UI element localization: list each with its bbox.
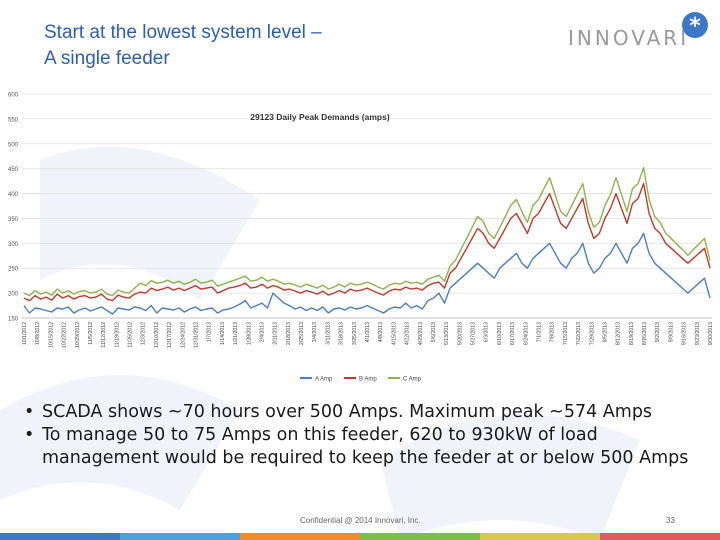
x-tick-label: 2/25/2013 [299, 322, 305, 345]
x-tick-label: 12/24/2012 [180, 322, 186, 348]
x-tick-label: 8/26/2013 [642, 322, 648, 345]
y-tick-label: 550 [8, 117, 19, 123]
x-tick-label: 10/1/2012 [22, 322, 28, 345]
x-tick-label: 5/20/2013 [457, 322, 463, 345]
x-tick-label: 11/26/2012 [128, 322, 134, 348]
x-tick-label: 10/22/2012 [62, 322, 68, 348]
x-axis-ticks: 10/1/2012 10/8/2012 10/15/2012 10/22/2012 10… [22, 322, 714, 348]
legend-label: C Amp [403, 377, 422, 383]
x-tick-label: 10/29/2012 [75, 322, 81, 348]
x-tick-label: 3/4/2013 [312, 322, 318, 342]
x-tick-label: 5/6/2013 [431, 322, 437, 342]
x-tick-label: 9/30/2013 [708, 322, 714, 345]
y-tick-label: 300 [8, 242, 19, 248]
legend-label: A Amp [315, 377, 333, 383]
x-tick-label: 4/22/2013 [405, 322, 411, 345]
x-tick-label: 12/31/2012 [194, 322, 200, 348]
x-tick-label: 1/14/2013 [220, 322, 226, 345]
x-tick-label: 12/17/2012 [167, 322, 173, 348]
y-tick-label: 400 [8, 192, 19, 198]
footer-segment-5 [480, 533, 600, 540]
bullet-item-1: SCADA shows ~70 hours over 500 Amps. Max… [24, 401, 704, 424]
chart-container: 150 200 250 300 350 400 450 500 550 600 10/1/2012… [0, 86, 720, 386]
footer-color-bar [0, 533, 720, 540]
x-tick-label: 7/15/2013 [563, 322, 569, 345]
x-tick-label: 3/25/2013 [352, 322, 358, 345]
slide-title-line1: Start at the lowest system level – [44, 22, 322, 43]
x-tick-label: 2/11/2013 [273, 322, 279, 345]
slide-title-line2: A single feeder [44, 48, 170, 69]
x-tick-label: 9/9/2013 [668, 322, 674, 342]
x-tick-label: 11/19/2012 [114, 322, 120, 348]
y-tick-label: 250 [8, 267, 19, 273]
series-line [23, 182, 711, 302]
x-tick-label: 8/19/2013 [629, 322, 635, 345]
y-tick-label: 200 [8, 292, 19, 298]
x-tick-label: 2/18/2013 [286, 322, 292, 345]
y-tick-label: 350 [8, 217, 19, 223]
footer-segment-3 [240, 533, 360, 540]
footer-segment-1 [0, 533, 120, 540]
x-tick-label: 4/8/2013 [378, 322, 384, 342]
x-tick-label: 3/11/2013 [325, 322, 331, 345]
y-tick-label: 150 [8, 317, 19, 323]
slide-title: Start at the lowest system level – A sin… [44, 20, 444, 72]
footer-segment-4 [360, 533, 480, 540]
y-tick-label: 500 [8, 142, 19, 148]
series-lines [23, 166, 711, 315]
x-tick-label: 9/2/2013 [655, 322, 661, 342]
x-tick-label: 10/8/2012 [35, 322, 41, 345]
x-tick-label: 5/27/2013 [471, 322, 477, 345]
x-tick-label: 8/5/2013 [602, 322, 608, 342]
asterisk-icon: * [682, 12, 708, 39]
footer-segment-2 [120, 533, 240, 540]
x-tick-label: 6/10/2013 [497, 322, 503, 345]
x-tick-label: 12/3/2012 [141, 322, 147, 345]
line-chart: 150 200 250 300 350 400 450 500 550 600 10/1/2012… [8, 93, 714, 383]
x-tick-label: 4/15/2013 [391, 322, 397, 345]
footer-confidential: Confidential @ 2014 Innovari, Inc. [300, 516, 421, 525]
x-tick-label: 8/12/2013 [616, 322, 622, 345]
bullet-list: SCADA shows ~70 hours over 500 Amps. Max… [24, 401, 704, 470]
x-tick-label: 11/12/2012 [101, 322, 107, 348]
x-tick-label: 7/22/2013 [576, 322, 582, 345]
chart-grid [22, 93, 712, 319]
x-tick-label: 4/1/2013 [365, 322, 371, 342]
chart-title: 29123 Daily Peak Demands (amps) [250, 112, 390, 122]
x-tick-label: 6/3/2013 [484, 322, 490, 342]
x-tick-label: 9/16/2013 [682, 322, 688, 345]
x-tick-label: 9/23/2013 [695, 322, 701, 345]
x-tick-label: 7/1/2013 [537, 322, 543, 342]
innovari-logo: INNOVARI * [568, 12, 708, 54]
page-number: 33 [666, 516, 675, 525]
x-tick-label: 10/15/2012 [48, 322, 54, 348]
x-tick-label: 7/8/2013 [550, 322, 556, 342]
logo-text: INNOVARI [568, 26, 690, 50]
chart-legend: A Amp B Amp C Amp [300, 377, 422, 383]
x-tick-label: 11/5/2012 [88, 322, 94, 345]
x-tick-label: 12/10/2012 [154, 322, 160, 348]
y-tick-label: 600 [8, 93, 19, 99]
x-tick-label: 1/28/2013 [246, 322, 252, 345]
footer-segment-6 [600, 533, 720, 540]
x-tick-label: 2/4/2013 [259, 322, 265, 342]
x-tick-label: 4/29/2013 [418, 322, 424, 345]
series-line [23, 232, 711, 315]
x-tick-label: 5/13/2013 [444, 322, 450, 345]
x-tick-label: 3/18/2013 [339, 322, 345, 345]
x-tick-label: 6/24/2013 [523, 322, 529, 345]
x-tick-label: 1/21/2013 [233, 322, 239, 345]
legend-label: B Amp [359, 377, 377, 383]
bullet-item-2: To manage 50 to 75 Amps on this feeder, … [24, 424, 704, 470]
x-tick-label: 1/7/2013 [207, 322, 213, 342]
y-axis-ticks: 150 200 250 300 350 400 450 500 550 600 [8, 93, 19, 323]
series-line [23, 166, 711, 297]
y-tick-label: 450 [8, 167, 19, 173]
x-tick-label: 7/29/2013 [589, 322, 595, 345]
x-tick-label: 6/17/2013 [510, 322, 516, 345]
